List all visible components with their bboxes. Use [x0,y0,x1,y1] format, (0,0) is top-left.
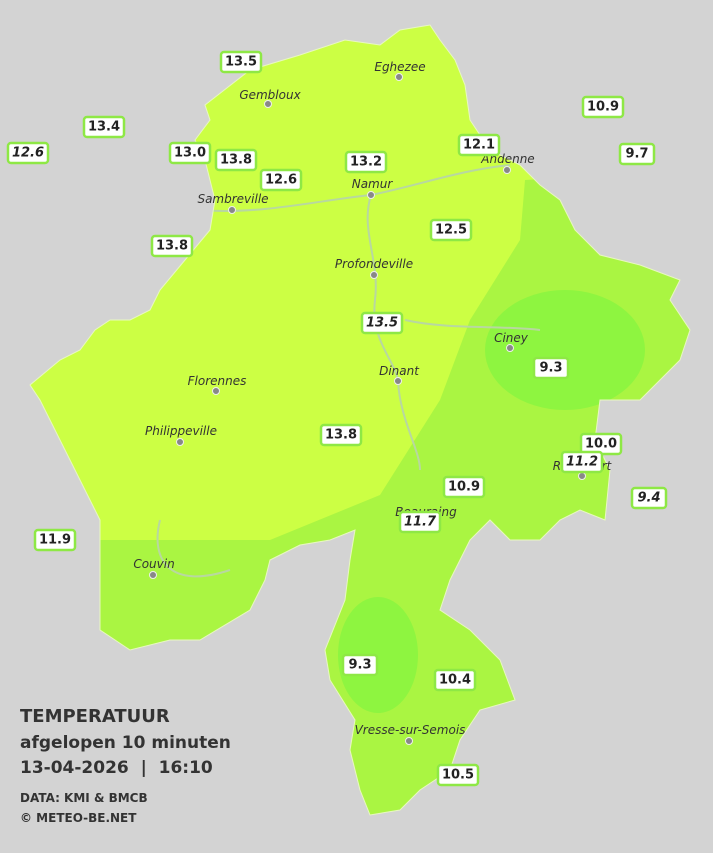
station-value: 13.8 [156,239,188,254]
station-value: 10.9 [587,100,619,115]
station-value: 11.2 [566,455,598,470]
station-value: 12.1 [463,138,495,153]
station-box [341,653,379,677]
city-dot [367,191,375,199]
station-box [319,423,363,447]
station-box [6,141,50,165]
city-name: Namur [352,177,394,191]
city-dot [228,206,236,214]
station-box [398,510,442,534]
legend-copyright: © METEO-BE.NET [20,811,137,825]
city-name: Ciney [494,331,529,345]
station-box [429,218,473,242]
station-value: 13.4 [88,120,120,135]
city-dot [506,344,514,352]
station-box [618,142,656,166]
city-name: Couvin [133,557,174,571]
station-value: 10.9 [448,480,480,495]
city-dot [503,166,511,174]
city-dot [394,377,402,385]
station-value: 10.4 [439,673,471,688]
station-value: 9.4 [637,491,660,506]
station-value: 11.7 [404,515,437,530]
station-box [219,50,263,74]
station-value: 9.3 [348,658,371,673]
city-dot [176,438,184,446]
station-box [259,168,303,192]
city-dot [149,571,157,579]
station-box [532,356,570,380]
station-box [436,763,480,787]
city-name: Florennes [188,374,247,388]
city-name: Vresse-sur-Semois [355,723,466,737]
station-box [630,486,668,510]
station-value: 12.6 [265,173,297,188]
city-dot [212,387,220,395]
station-value: 13.0 [174,146,206,161]
station-value: 11.9 [39,533,71,548]
city-name: Gembloux [239,88,301,102]
station-box [581,95,625,119]
legend-subtitle: afgelopen 10 minuten [20,733,231,753]
zone-cool [338,597,418,713]
station-value: 9.7 [625,147,648,162]
station-value: 9.3 [539,361,562,376]
station-box [33,528,77,552]
city-dot [264,100,272,108]
legend-source: DATA: KMI & BMCB [20,791,148,805]
station-value: 13.5 [225,55,257,70]
city-dot [578,472,586,480]
province-border [29,24,691,816]
legend-timestamp: 13-04-2026 | 16:10 [20,758,213,778]
station-box [150,234,194,258]
city-dot [395,73,403,81]
station-value: 13.5 [366,316,398,331]
city-name: Profondeville [335,257,413,271]
station-value: 13.2 [350,155,382,170]
city-dot [405,737,413,745]
station-box [457,133,501,157]
city-name: Sambreville [197,192,268,206]
labels: EghezeeGemblouxAndenneNamurSambrevillePr… [6,50,668,787]
station-box [360,311,404,335]
station-value: 12.6 [12,146,44,161]
station-box [433,668,477,692]
station-value: 13.8 [325,428,357,443]
city-name: Philippeville [145,424,217,438]
legend-title: TEMPERATUUR [20,706,170,727]
station-value: 13.8 [220,153,252,168]
station-box [214,148,258,172]
station-box [442,475,486,499]
zone-cool [485,290,645,410]
station-value: 10.5 [442,768,474,783]
city-dot [370,271,378,279]
station-box [344,150,388,174]
station-box [560,450,604,474]
station-value: 10.0 [585,437,617,452]
city-name: Dinant [379,364,420,378]
city-name: Eghezee [374,60,425,74]
station-box [82,115,126,139]
station-box [168,141,212,165]
station-value: 12.5 [435,223,467,238]
